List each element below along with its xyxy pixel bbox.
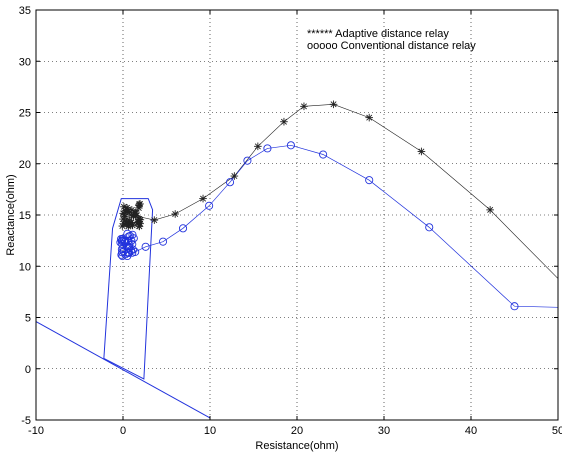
adaptive-cluster-star-marker [128,221,137,230]
legend-entry-conventional: ooooo Conventional distance relay [307,40,476,52]
conventional-cluster-circle-marker [126,231,135,240]
adaptive-star-marker [329,100,338,109]
conventional-circle-marker [205,201,214,210]
adaptive-star-marker [486,206,494,214]
y-tick-label: 20 [19,159,31,171]
x-tick-label: 40 [465,425,477,437]
conventional-circle-marker [243,156,252,165]
adaptive-cluster-star-marker [134,219,143,227]
axis-ticks: -10 0 10 20 30 40 50 -5 0 5 10 15 20 25 30 35 [19,5,562,437]
y-tick-label: 10 [19,261,31,273]
adaptive-cluster-star-marker [122,217,131,226]
adaptive-star-marker [365,113,374,122]
y-tick-label: 5 [25,313,31,325]
conventional-circle-marker [365,176,374,185]
adaptive-star-marker [150,216,159,224]
x-tick-label: 0 [120,425,126,437]
conventional-cluster-circle-marker [124,242,133,251]
y-tick-label: 0 [25,364,31,376]
conventional-circle-marker [141,242,150,251]
conventional-circle-marker [286,141,295,150]
adaptive-star-marker [132,212,140,220]
conventional-circle-marker [158,237,168,246]
y-axis-label: Reactance(ohm) [5,174,17,255]
adaptive-series-line [122,103,558,279]
adaptive-star-marker [300,102,308,111]
conventional-circle-marker [263,144,272,153]
adaptive-star-marker [417,147,426,156]
conventional-circle-marker [319,150,328,159]
x-tick-label: -10 [28,425,44,437]
adaptive-star-marker [280,117,288,126]
adaptive-cluster-star-marker [125,216,134,225]
directional-line [36,321,211,419]
plot-content [36,100,558,419]
conventional-cluster-circle-marker [118,239,127,249]
adaptive-cluster-star-marker [124,205,132,214]
conventional-cluster-circle-marker [118,252,127,261]
characteristic-polygon [103,198,154,380]
y-tick-label: 15 [19,210,31,222]
conventional-cluster-circle-marker [128,230,137,239]
adaptive-cluster-star-marker [135,201,143,210]
conventional-circle-marker [425,223,434,232]
adaptive-star-marker [230,172,239,180]
relay-characteristic [36,198,211,419]
conventional-circle-marker [510,302,519,311]
legend-entry-adaptive: ****** Adaptive distance relay [307,28,449,40]
conventional-circle-marker [123,251,132,261]
x-axis-label: Resistance(ohm) [255,440,338,452]
grid-lines [36,10,558,420]
adaptive-star-marker [171,210,179,218]
y-tick-label: 30 [19,56,31,68]
conventional-cluster-circle-marker [127,236,136,245]
conventional-cluster-circle-marker [129,245,138,254]
legend: ****** Adaptive distance relay ooooo Con… [307,28,476,52]
y-tick-label: 25 [19,108,31,120]
series-lines [122,103,558,308]
adaptive-star-marker [254,142,262,151]
conventional-circle-marker [131,247,140,256]
conventional-circle-marker [178,224,188,233]
conventional-cluster-circle-marker [117,234,126,244]
y-tick-label: 35 [19,5,31,17]
x-tick-label: 50 [552,425,562,437]
x-tick-label: 20 [291,425,303,437]
x-tick-label: 10 [204,425,216,437]
y-tick-label: -5 [21,415,31,427]
adaptive-star-marker [199,194,207,203]
x-tick-label: 30 [378,425,390,437]
series-markers [116,100,519,311]
adaptive-star-marker [119,215,127,223]
conventional-series-line [127,144,558,308]
conventional-circle-marker [225,178,235,187]
